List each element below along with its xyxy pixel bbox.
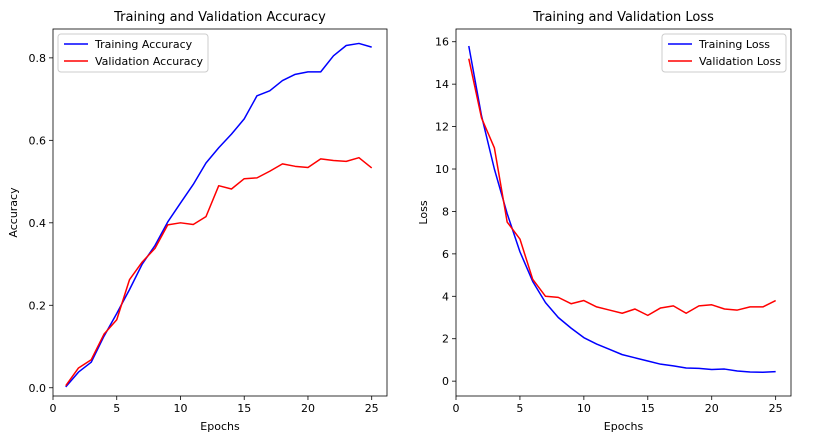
legend-box — [57, 33, 209, 73]
y-tick-label: 10 — [435, 163, 449, 176]
x-tick-label: 10 — [173, 402, 187, 415]
legend: Training Loss Validation Loss — [661, 33, 787, 73]
y-tick-label: 0.2 — [29, 299, 47, 312]
x-tick-label: 10 — [577, 402, 591, 415]
y-tick-label: 0.6 — [29, 134, 47, 147]
x-tick-label: 5 — [516, 402, 523, 415]
legend-box — [661, 33, 787, 73]
y-tick-label: 2 — [442, 333, 449, 346]
y-tick-label: 6 — [442, 248, 449, 261]
y-tick-label: 0.0 — [29, 382, 47, 395]
y-tick-label: 4 — [442, 290, 449, 303]
plot-frame — [52, 28, 388, 397]
y-tick-label: 16 — [435, 36, 449, 49]
y-axis-label: Loss — [417, 200, 430, 224]
x-tick-label: 20 — [705, 402, 719, 415]
x-tick-label: 25 — [365, 402, 379, 415]
y-tick-label: 0.8 — [29, 52, 47, 65]
accuracy-chart: Training and Validation Accuracy 0 5 10 15 20… — [7, 10, 388, 433]
x-tick-label: 15 — [237, 402, 251, 415]
y-tick-label: 0 — [442, 375, 449, 388]
x-tick-label: 5 — [113, 402, 120, 415]
y-tick-label: 0.4 — [29, 217, 47, 230]
legend: Training Accuracy Validation Accuracy — [57, 33, 209, 73]
chart-title: Training and Validation Loss — [532, 10, 714, 25]
y-axis-label: Accuracy — [7, 187, 20, 238]
x-tick-label: 25 — [769, 402, 783, 415]
loss-chart: Training and Validation Loss 0 5 10 15 20 25 0 2… — [417, 10, 792, 433]
series-line-training-accuracy — [65, 42, 372, 388]
y-tick-label: 8 — [442, 205, 449, 218]
chart-title: Training and Validation Accuracy — [113, 10, 326, 25]
legend-label: Training Loss — [698, 38, 770, 51]
y-tick-label: 12 — [435, 121, 449, 134]
series-line-validation-loss — [468, 58, 776, 317]
x-tick-label: 20 — [301, 402, 315, 415]
legend-label: Training Accuracy — [94, 38, 193, 51]
x-axis-label: Epochs — [200, 420, 240, 433]
plot-frame — [455, 28, 792, 397]
x-tick-label: 15 — [641, 402, 655, 415]
legend-label: Validation Loss — [699, 55, 781, 68]
y-tick-label: 14 — [435, 78, 449, 91]
x-axis-label: Epochs — [604, 420, 644, 433]
legend-label: Validation Accuracy — [95, 55, 204, 68]
series-line-validation-accuracy — [65, 156, 373, 387]
series-line-training-loss — [468, 45, 776, 373]
x-tick-label: 0 — [453, 402, 460, 415]
x-tick-label: 0 — [50, 402, 57, 415]
